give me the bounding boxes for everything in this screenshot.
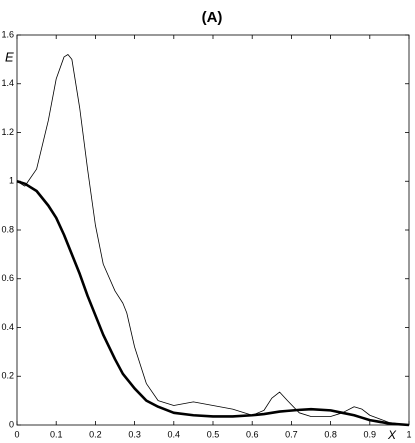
x-axis-label: X: [387, 428, 397, 442]
x-tick-label: 0.3: [128, 429, 141, 439]
plot-frame: [16, 34, 410, 426]
x-tick-label: 0.9: [364, 429, 377, 439]
data-line: [16, 54, 410, 426]
y-tick-label: 1.4: [1, 78, 14, 88]
data-line: [16, 180, 410, 427]
y-tick-label: 1.6: [1, 29, 14, 39]
x-tick-label: 1: [406, 429, 411, 439]
y-axis-label: E: [5, 49, 14, 64]
y-tick-label: 0.2: [1, 371, 14, 381]
y-tick-label: 0.8: [1, 224, 14, 234]
x-tick-label: 0.7: [285, 429, 298, 439]
x-tick-label: 0.6: [246, 429, 259, 439]
y-tick-label: 1: [9, 176, 14, 186]
x-tick-label: 0: [14, 429, 19, 439]
x-tick-label: 0.8: [324, 429, 337, 439]
chart-title: (A): [202, 9, 223, 26]
y-tick-label: 0.4: [1, 322, 14, 332]
y-tick-label: 1.2: [1, 127, 14, 137]
x-tick-label: 0.5: [207, 429, 220, 439]
x-tick-label: 0.1: [50, 429, 63, 439]
y-tick-label: 0: [9, 419, 14, 429]
x-tick-label: 0.2: [89, 429, 102, 439]
x-tick-label: 0.4: [168, 429, 181, 439]
y-tick-label: 0.6: [1, 273, 14, 283]
